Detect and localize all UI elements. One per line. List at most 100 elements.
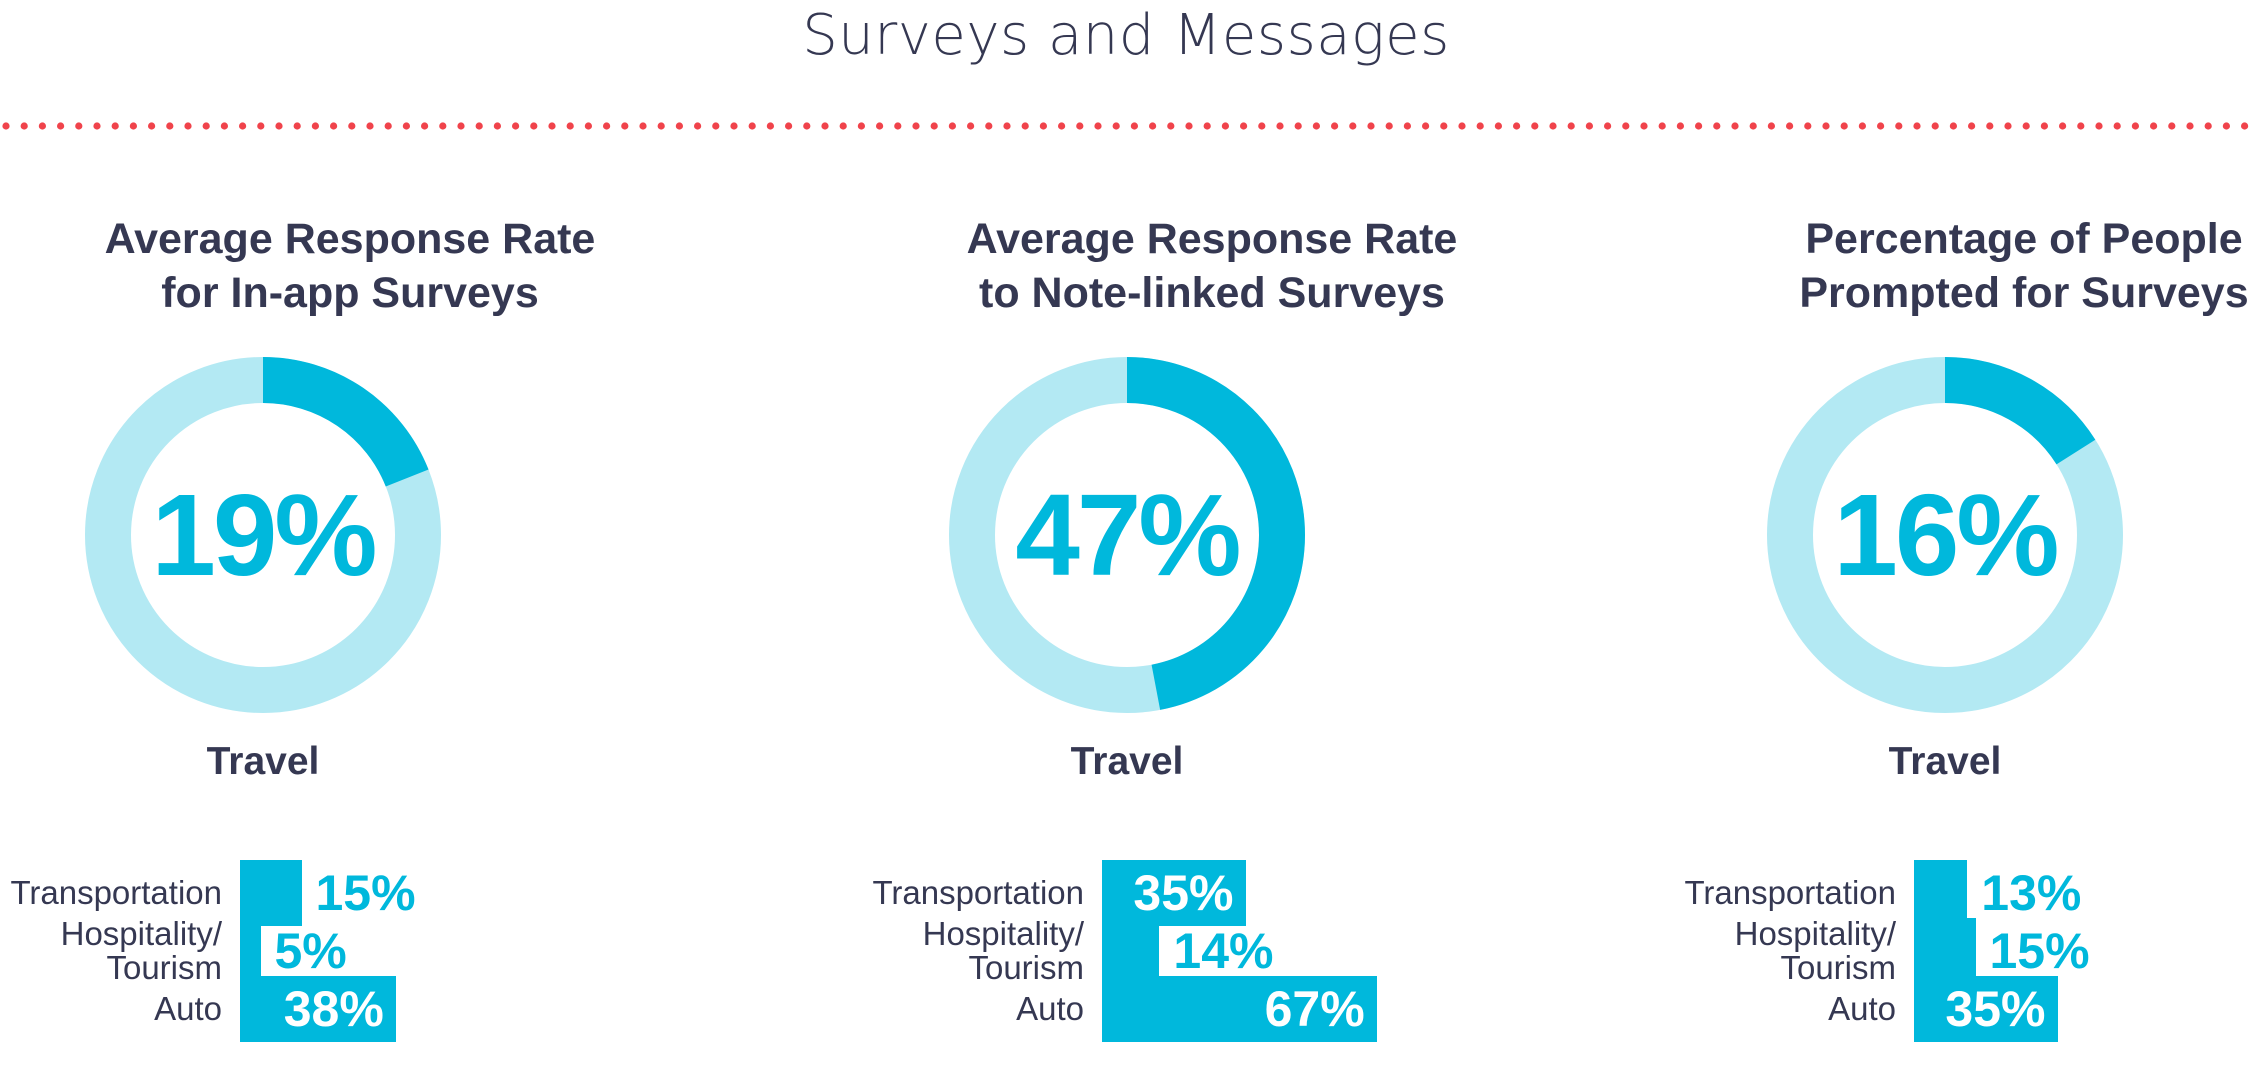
bar-category-label: Hospitality/ Tourism xyxy=(922,915,1084,986)
bar-value-label: 5% xyxy=(274,923,347,979)
divider-dot xyxy=(675,122,684,130)
divider-dot xyxy=(1312,122,1320,130)
divider-dot xyxy=(1276,122,1284,130)
divider-dot xyxy=(1149,122,1157,130)
divider-dot xyxy=(111,122,119,130)
divider-dot xyxy=(603,122,611,130)
bar-category-label: Hospitality/ Tourism xyxy=(60,915,222,986)
page-title: Surveys and Messages xyxy=(802,3,1450,68)
donut-category-label: Travel xyxy=(1070,740,1184,783)
divider-dot xyxy=(1567,122,1575,130)
divider-dot xyxy=(2186,122,2194,130)
divider-dot xyxy=(220,122,228,130)
divider-dot xyxy=(457,122,465,130)
panel-in-app-surveys: Average Response Rate for In-app Surveys… xyxy=(0,200,700,1091)
divider-dot xyxy=(1822,122,1830,130)
divider-dot xyxy=(239,122,247,130)
bar xyxy=(240,860,302,926)
donut-svg xyxy=(1767,357,2123,713)
divider-dot xyxy=(803,122,811,130)
divider-dot xyxy=(2150,122,2158,130)
divider-dot xyxy=(1585,122,1593,130)
divider-dot xyxy=(730,122,738,130)
divider-dot xyxy=(1331,122,1339,130)
divider-dot xyxy=(548,122,556,130)
divider-dot xyxy=(639,122,647,130)
divider-dot xyxy=(1240,122,1248,130)
divider-dot xyxy=(184,122,192,130)
divider-dot xyxy=(894,122,902,130)
donut-category-label: Travel xyxy=(1888,740,2002,783)
divider-dot xyxy=(1731,122,1739,130)
divider-dot xyxy=(1221,122,1229,130)
bar-value-label: 15% xyxy=(1989,923,2090,979)
bar-row: Auto 38% xyxy=(0,976,700,1042)
panel-title: Average Response Rate for In-app Surveys xyxy=(104,215,596,317)
divider-dot xyxy=(20,122,28,130)
divider-dot xyxy=(1494,122,1502,130)
bar xyxy=(1914,860,1968,926)
panel-title: Percentage of People Prompted for Survey… xyxy=(1799,215,2249,317)
divider-dot xyxy=(1895,122,1903,130)
divider-dot xyxy=(511,122,520,130)
divider-dot xyxy=(1531,122,1539,130)
divider-dot xyxy=(38,122,47,130)
donut-value-arc xyxy=(1767,357,2123,713)
divider-dot xyxy=(1913,122,1921,130)
divider-dot xyxy=(2131,122,2139,130)
donut-value-label: 16% xyxy=(1833,470,2059,600)
divider-dot xyxy=(402,122,410,130)
divider-dot xyxy=(1986,122,1994,130)
divider-dot xyxy=(166,122,174,130)
divider-dot xyxy=(384,122,392,130)
bar-row: Hospitality/ Tourism 5% xyxy=(0,915,700,986)
bar-chart: Transportation 15% Hospitality/ Tourism 5% A… xyxy=(0,860,700,1090)
divider-dot xyxy=(57,122,65,130)
divider-dot xyxy=(1258,122,1266,130)
divider-dot xyxy=(1931,122,1939,130)
divider-dot xyxy=(2059,122,2067,130)
divider-dot xyxy=(75,122,83,130)
divider-dot xyxy=(839,122,847,130)
divider-dot xyxy=(1422,122,1430,130)
divider-dot xyxy=(493,122,501,130)
divider-dot xyxy=(1676,122,1684,130)
donut-chart: 47% xyxy=(942,350,1312,720)
divider-dot xyxy=(348,122,356,130)
divider-dot xyxy=(2022,122,2030,130)
divider-dot xyxy=(421,122,429,130)
divider-dot xyxy=(2204,122,2212,130)
panel-note-linked-surveys: Average Response Rate to Note-linked Sur… xyxy=(862,200,1562,1091)
bar xyxy=(1102,918,1160,984)
divider-dot xyxy=(930,122,938,130)
donut-value-label: 19% xyxy=(151,470,377,600)
panel-title: Average Response Rate to Note-linked Sur… xyxy=(966,215,1458,317)
divider-dot xyxy=(2241,122,2249,130)
divider-dot xyxy=(1349,122,1357,130)
bar-category-label: Auto xyxy=(154,990,222,1027)
divider-dot xyxy=(1804,122,1812,130)
donut-svg xyxy=(949,357,1305,713)
divider-dot xyxy=(876,122,884,130)
divider-dot xyxy=(530,122,538,130)
divider-dot xyxy=(1185,122,1193,130)
bar-category-label: Hospitality/ Tourism xyxy=(1734,915,1896,986)
divider-dot xyxy=(1440,122,1448,130)
divider-dot xyxy=(1403,122,1411,130)
divider-dot xyxy=(202,122,210,130)
bar-value-label: 14% xyxy=(1173,923,1274,979)
bar xyxy=(1914,918,1976,984)
divider-dot xyxy=(1203,122,1211,130)
divider-dot xyxy=(1021,122,1029,130)
divider-dot xyxy=(293,122,301,130)
divider-dot xyxy=(1476,122,1484,130)
bar-value-label: 38% xyxy=(283,981,384,1037)
divider-dot xyxy=(1294,122,1302,130)
divider-dot xyxy=(2222,122,2230,130)
bar-category-label: Auto xyxy=(1016,990,1084,1027)
divider-dot xyxy=(2168,122,2176,130)
divider-dot xyxy=(967,122,975,130)
dotted-divider xyxy=(2,122,2249,130)
bar-category-label: Transportation xyxy=(872,874,1084,911)
bar xyxy=(1102,860,1246,926)
